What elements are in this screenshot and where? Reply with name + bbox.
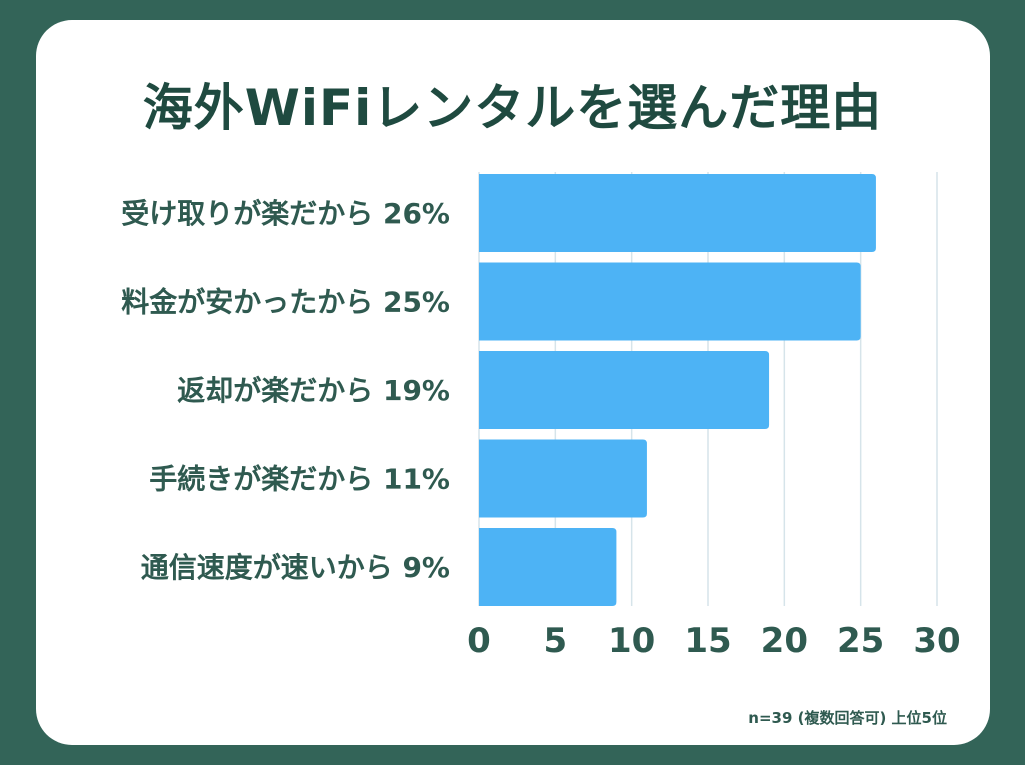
category-label: 通信速度が速いから 9% (141, 551, 450, 584)
bar (479, 528, 617, 606)
category-label: 返却が楽だから 19% (177, 374, 450, 407)
bar (479, 439, 647, 518)
bar (479, 351, 770, 429)
x-axis-ticks: 0 5 10 15 20 25 30 (467, 621, 961, 661)
x-tick-label: 15 (684, 621, 731, 661)
x-tick-label: 25 (837, 621, 884, 661)
x-tick-label: 30 (913, 621, 960, 661)
sample-footnote: n=39 (複数回答可) 上位5位 (748, 709, 947, 727)
category-label: 受け取りが楽だから 26% (121, 197, 450, 230)
bar (479, 262, 861, 341)
category-labels: 受け取りが楽だから 26% 料金が安かったから 25% 返却が楽だから 19% 手続き… (121, 197, 450, 584)
chart-title: 海外WiFiレンタルを選んだ理由 (142, 79, 883, 137)
x-tick-label: 10 (608, 621, 655, 661)
x-tick-label: 20 (761, 621, 808, 661)
bars (479, 174, 876, 606)
category-label: 料金が安かったから 25% (121, 286, 450, 319)
x-tick-label: 5 (543, 621, 567, 661)
bar (479, 174, 876, 252)
x-tick-label: 0 (467, 621, 491, 661)
category-label: 手続きが楽だから 11% (149, 463, 450, 496)
